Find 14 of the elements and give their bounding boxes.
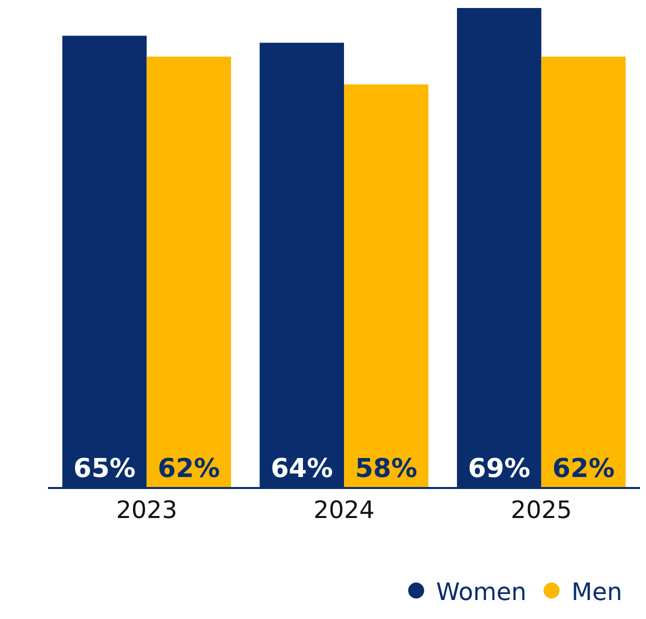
x-tick-label: 2023 xyxy=(116,496,178,524)
data-label: 65% xyxy=(73,454,136,484)
x-tick-label: 2025 xyxy=(510,496,572,524)
data-label: 62% xyxy=(158,454,220,484)
data-label: 64% xyxy=(270,454,333,484)
data-label: 58% xyxy=(355,454,418,484)
data-label: 62% xyxy=(552,454,615,484)
data-label: 69% xyxy=(468,454,530,484)
bar xyxy=(344,84,428,487)
bar xyxy=(541,56,626,487)
legend-label: Women xyxy=(436,578,527,606)
x-tick-label: 2024 xyxy=(313,496,375,524)
legend-label: Men xyxy=(572,578,622,606)
bar xyxy=(146,56,232,487)
